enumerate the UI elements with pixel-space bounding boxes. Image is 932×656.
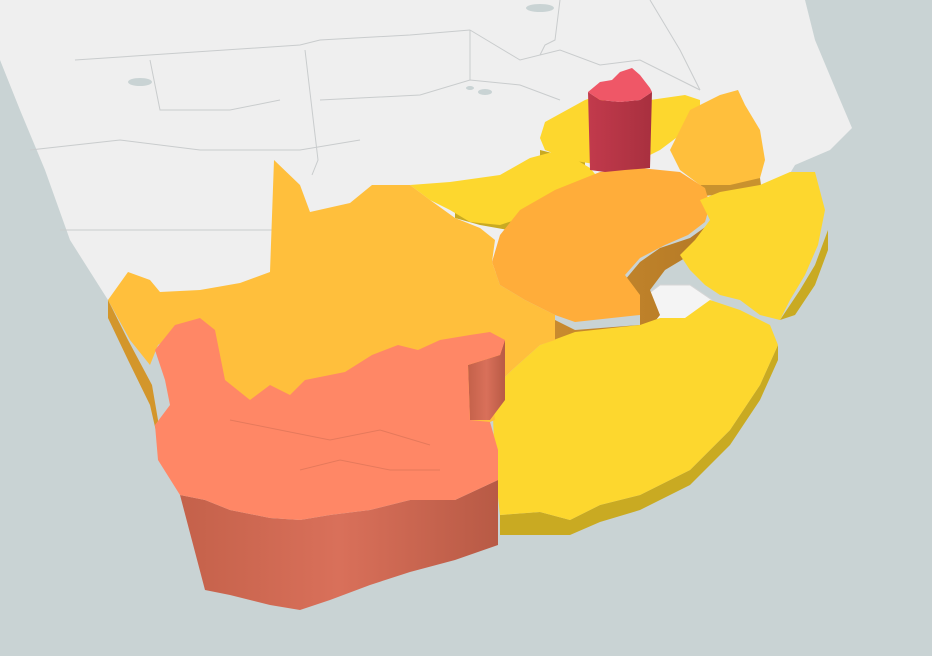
province-kwazulu-natal[interactable] (680, 172, 828, 320)
country-borders (29, 0, 701, 231)
province-gauteng[interactable] (588, 68, 652, 172)
province-free-state[interactable] (492, 168, 710, 345)
province-north-west[interactable] (410, 150, 600, 232)
lakes (128, 4, 554, 95)
province-eastern-cape[interactable] (492, 300, 778, 535)
province-western-cape[interactable] (155, 318, 505, 610)
